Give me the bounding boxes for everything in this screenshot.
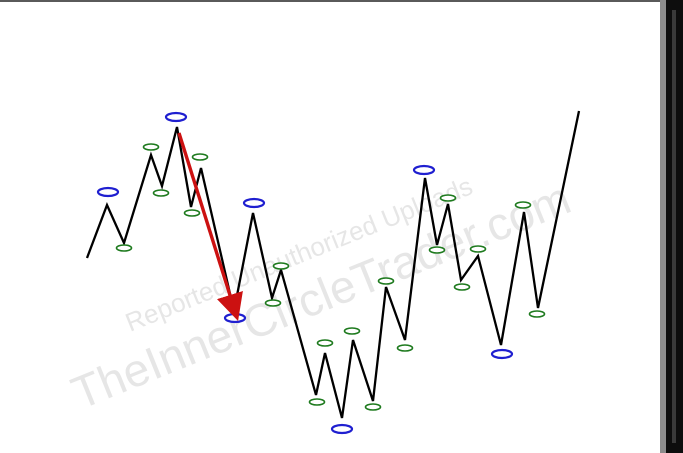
minor-swing-marker-16 [469, 245, 487, 253]
minor-swing-marker-3 [152, 189, 170, 197]
top-border-line [0, 0, 665, 2]
minor-swing-marker-14 [439, 194, 457, 202]
minor-swing-marker-8 [316, 339, 334, 347]
major-swing-marker-6 [330, 423, 354, 435]
watermark: Reported Unauthorized Uploads TheInnerCi… [64, 171, 577, 420]
major-swing-marker-3 [242, 197, 266, 209]
window-edge-gray [660, 0, 666, 453]
major-swing-marker-4 [223, 312, 247, 324]
minor-swing-marker-5 [183, 209, 201, 217]
minor-swing-marker-4 [191, 153, 209, 161]
minor-swing-marker-7 [264, 299, 282, 307]
minor-swing-marker-6 [272, 262, 290, 270]
minor-swing-marker-19 [528, 310, 546, 318]
watermark-line-2: TheInnerCircleTrader.com [64, 172, 577, 420]
price-swing-line [85, 110, 581, 419]
minor-swing-marker-10 [343, 327, 361, 335]
minor-swing-marker-12 [377, 277, 395, 285]
minor-swing-marker-1 [142, 143, 160, 151]
minor-swing-marker-9 [308, 398, 326, 406]
major-swing-marker-7 [490, 348, 514, 360]
minor-swing-marker-13 [396, 344, 414, 352]
minor-swing-marker-17 [453, 283, 471, 291]
minor-swing-marker-11 [364, 403, 382, 411]
minor-swing-marker-2 [115, 244, 133, 252]
downtrend-arrow [177, 132, 243, 321]
minor-swing-markers [115, 143, 546, 411]
major-swing-marker-5 [412, 164, 436, 176]
minor-swing-marker-18 [514, 201, 532, 209]
major-swing-marker-1 [96, 186, 120, 198]
minor-swing-marker-15 [428, 246, 446, 254]
window-edge-highlight [672, 10, 676, 443]
major-swing-marker-2 [164, 111, 188, 123]
